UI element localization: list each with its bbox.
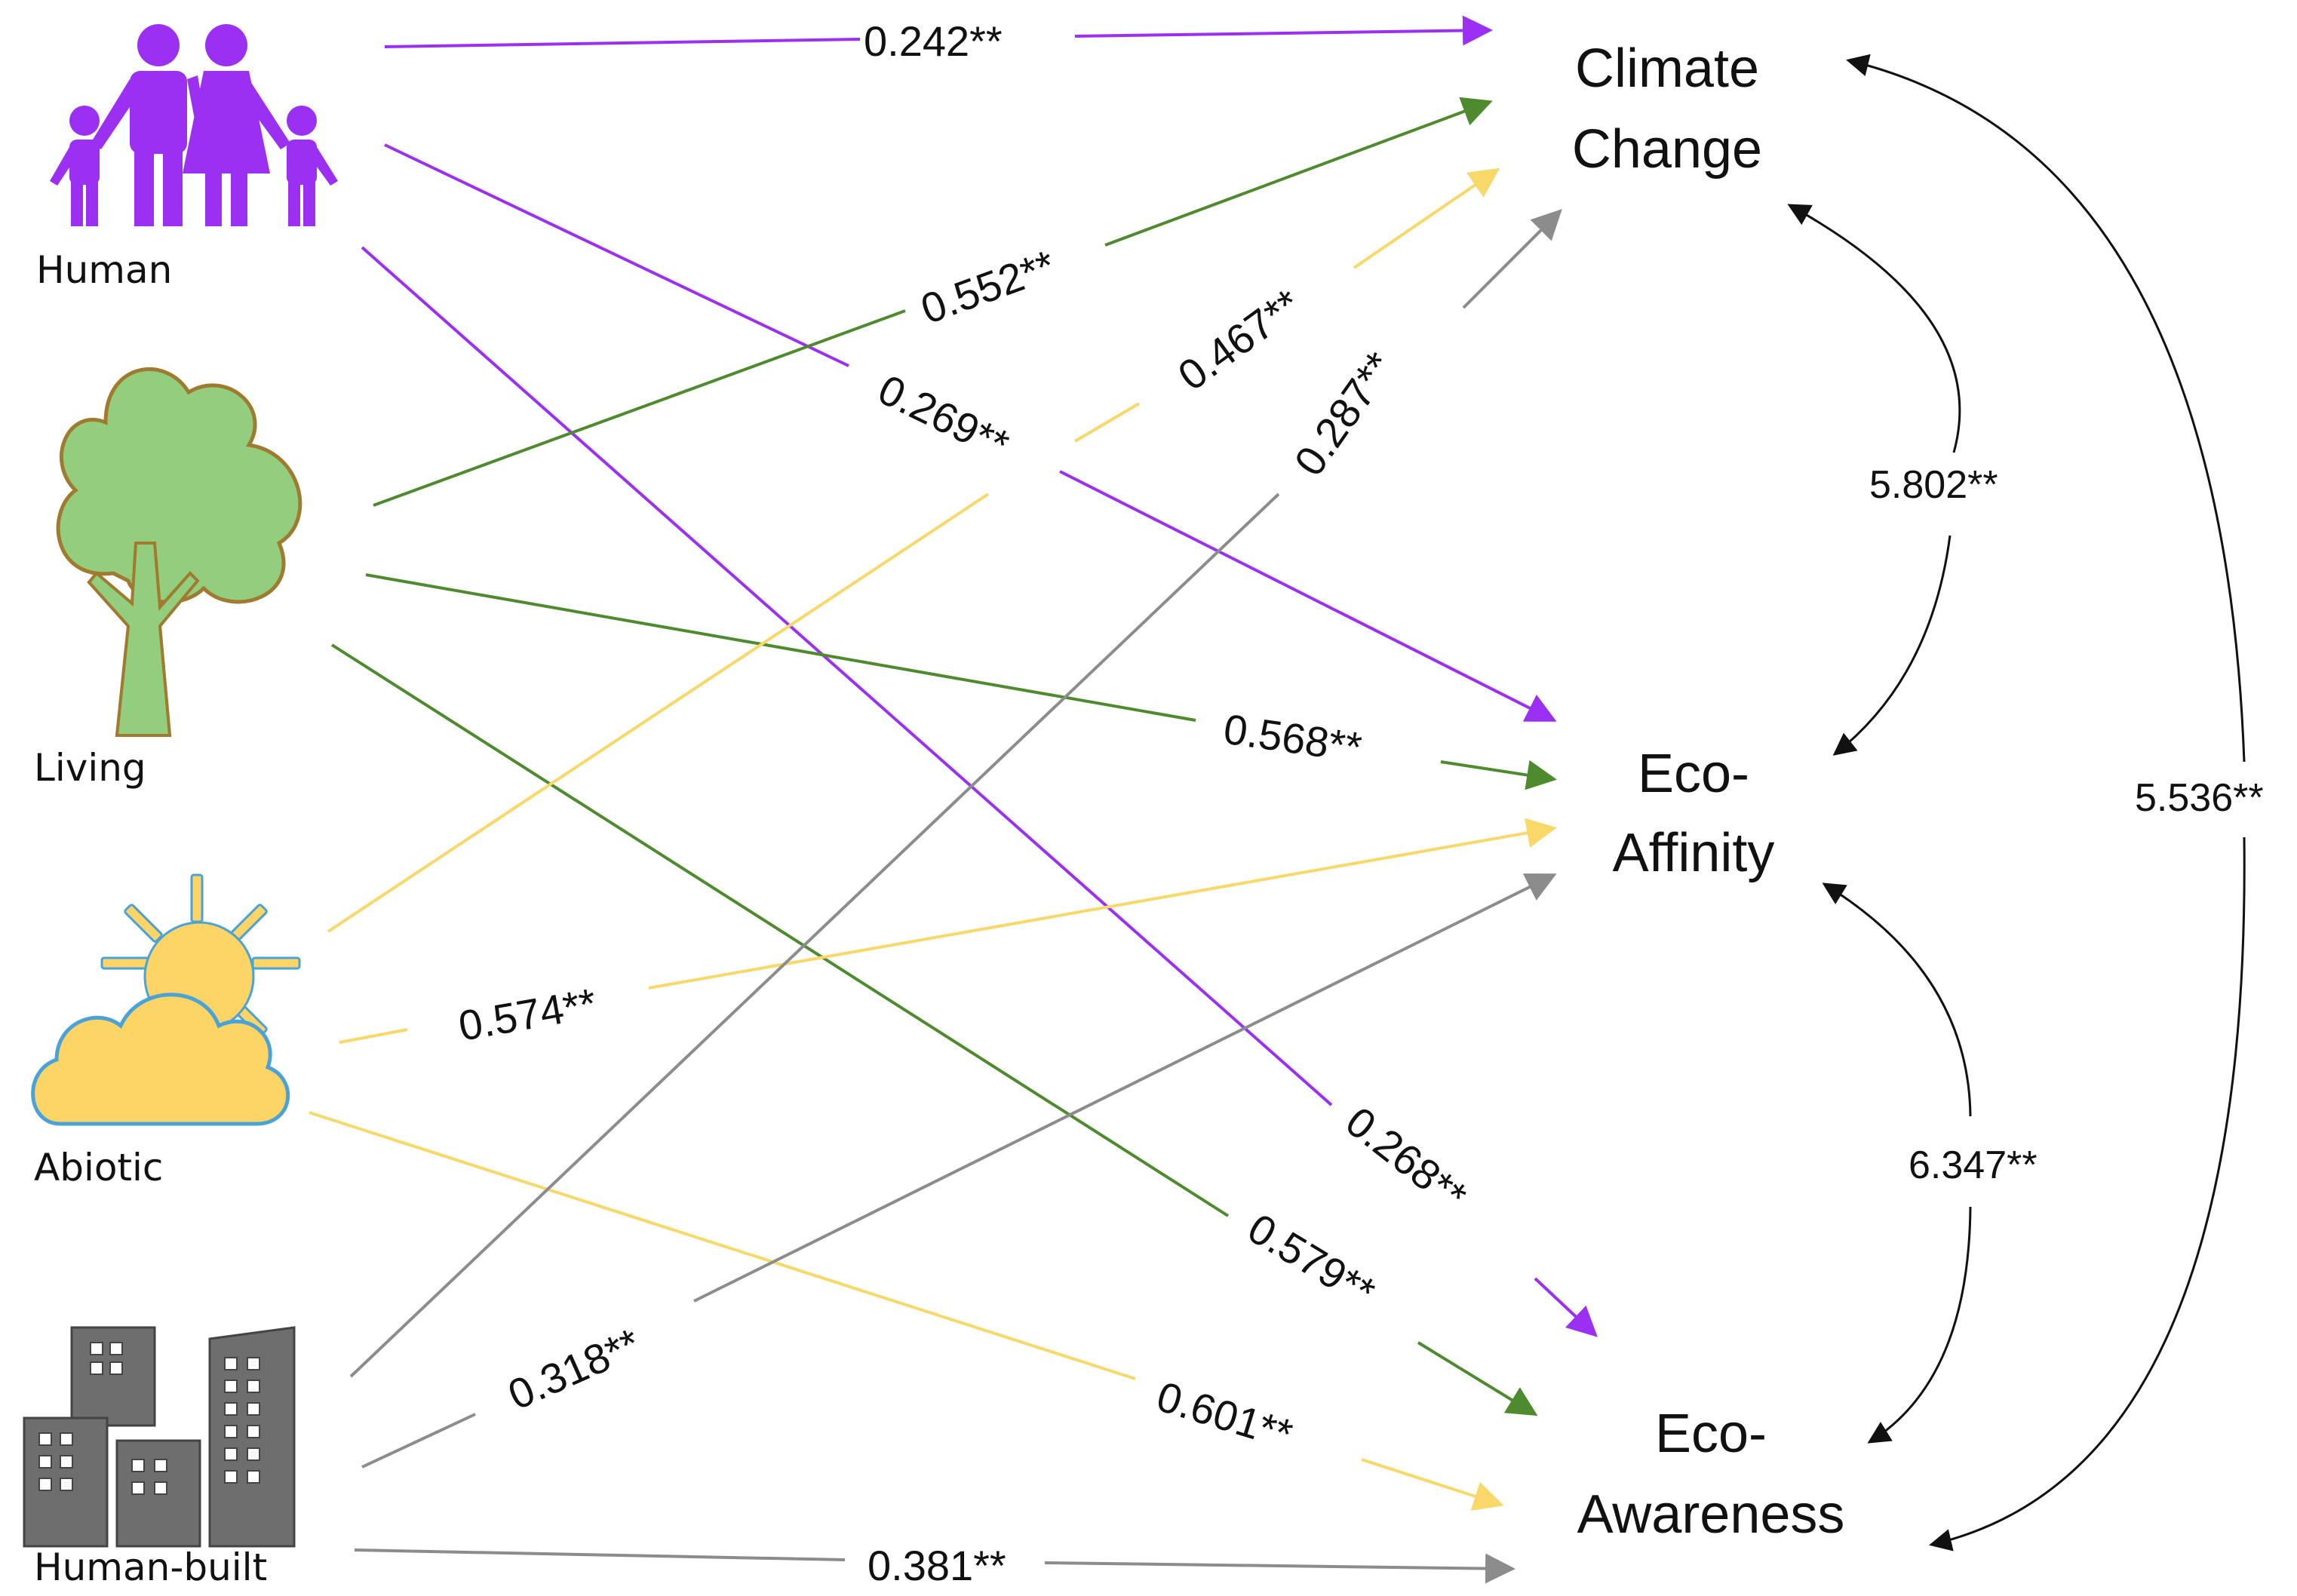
source-label-abiotic: Abiotic xyxy=(34,1146,163,1189)
tree-icon xyxy=(56,367,302,737)
coef-human-affinity: 0.269** xyxy=(871,365,1017,468)
coef-affinity-awareness: 6.347** xyxy=(1909,1143,2038,1187)
path-human-climate: 0.242** xyxy=(384,15,1493,65)
coef-built-affinity: 0.318** xyxy=(501,1319,646,1419)
coef-climate-affinity: 5.802** xyxy=(1869,463,1998,507)
coef-built-climate: 0.287** xyxy=(1285,343,1403,484)
outcome-climate-change: Climate Change xyxy=(1572,38,1762,180)
coef-human-awareness: 0.268** xyxy=(1337,1097,1476,1220)
coef-living-awareness: 0.579** xyxy=(1240,1204,1383,1316)
path-living-affinity: 0.568** xyxy=(365,573,1557,790)
path-built-climate: 0.287** xyxy=(349,209,1562,1378)
climate-label-line2: Change xyxy=(1572,119,1762,180)
cov-climate-affinity: 5.802** xyxy=(1787,204,1998,756)
coef-human-climate: 0.242** xyxy=(864,17,1003,65)
coef-built-awareness: 0.381** xyxy=(868,1542,1006,1589)
family-icon xyxy=(50,24,338,226)
path-abiotic-climate: 0.467** xyxy=(327,167,1500,933)
outcome-eco-awareness: Eco- Awareness xyxy=(1577,1404,1845,1545)
path-built-awareness: 0.381** xyxy=(354,1542,1515,1589)
cov-climate-awareness: 5.536** xyxy=(1846,54,2264,1551)
outcome-eco-affinity: Eco- Affinity xyxy=(1613,744,1775,883)
coef-living-affinity: 0.568** xyxy=(1221,704,1365,771)
source-label-built: Human-built xyxy=(34,1545,267,1589)
coef-abiotic-awareness: 0.601** xyxy=(1151,1372,1297,1458)
coef-living-climate: 0.552** xyxy=(915,241,1061,333)
path-abiotic-awareness: 0.601** xyxy=(309,1111,1504,1511)
path-human-affinity: 0.269** xyxy=(384,143,1557,722)
coef-climate-awareness: 5.536** xyxy=(2135,776,2264,820)
coef-abiotic-affinity: 0.574** xyxy=(455,979,600,1050)
cov-affinity-awareness: 6.347** xyxy=(1822,882,2038,1444)
awareness-label-line1: Eco- xyxy=(1655,1404,1767,1464)
path-abiotic-affinity: 0.574** xyxy=(339,818,1557,1050)
climate-label-line1: Climate xyxy=(1575,38,1759,99)
coef-abiotic-climate: 0.467** xyxy=(1169,280,1310,400)
buildings-icon xyxy=(23,1326,296,1548)
path-built-affinity: 0.318** xyxy=(361,873,1557,1469)
source-label-living: Living xyxy=(34,746,146,790)
awareness-label-line2: Awareness xyxy=(1577,1484,1845,1545)
affinity-label-line2: Affinity xyxy=(1613,823,1775,883)
affinity-label-line1: Eco- xyxy=(1638,744,1749,804)
sun-cloud-icon xyxy=(31,873,301,1126)
source-label-human: Human xyxy=(36,248,172,292)
